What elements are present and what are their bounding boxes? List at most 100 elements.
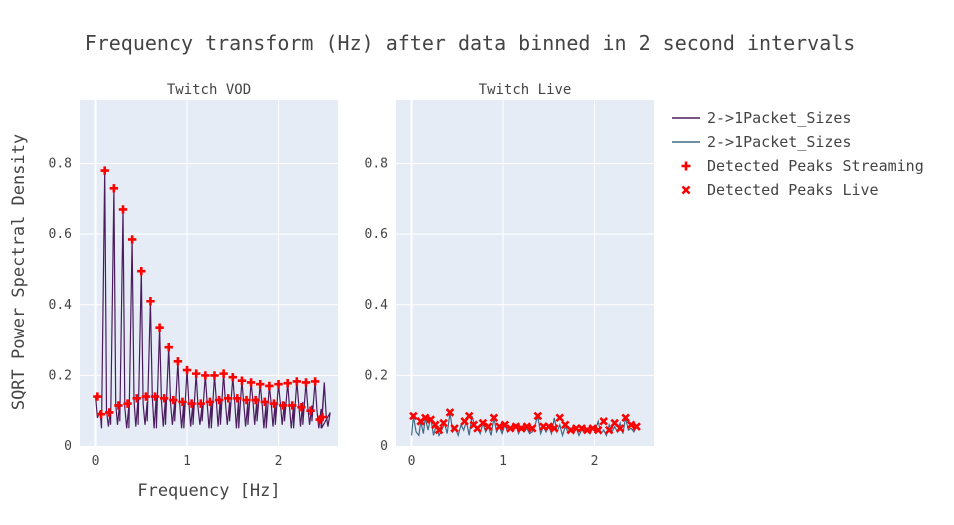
peak-marker xyxy=(599,417,608,426)
x-tick-label: 1 xyxy=(183,454,191,469)
peak-marker xyxy=(251,395,260,405)
y-tick-label: 0.6 xyxy=(49,227,72,242)
legend-item[interactable]: 2->1Packet_Sizes xyxy=(672,109,852,127)
legend-item[interactable]: Detected Peaks Streaming xyxy=(681,157,924,175)
peak-marker xyxy=(301,378,311,387)
peak-marker xyxy=(310,377,320,386)
plot-background xyxy=(396,100,654,446)
y-tick-label: 0.8 xyxy=(49,157,72,172)
peak-marker xyxy=(306,406,315,415)
subplot-title: Twitch Live xyxy=(479,82,572,98)
y-tick-label: 0.4 xyxy=(365,298,389,313)
peak-marker xyxy=(517,424,526,433)
peak-marker xyxy=(549,424,559,433)
x-tick-label: 0 xyxy=(92,454,100,469)
subplot-2: Twitch Live 0 0.2 0.4 0.6 0.8 0 1 2 xyxy=(365,82,654,469)
plot-background xyxy=(80,100,338,446)
peak-marker xyxy=(265,381,274,391)
peak-marker xyxy=(224,394,233,403)
peak-marker xyxy=(278,401,288,410)
peak-marker xyxy=(242,395,251,405)
peak-marker xyxy=(164,342,173,352)
peak-marker xyxy=(123,399,132,408)
legend-label: Detected Peaks Streaming xyxy=(707,157,924,175)
peak-marker xyxy=(114,401,123,410)
peak-marker xyxy=(210,371,219,380)
peak-marker xyxy=(237,376,247,385)
peak-marker xyxy=(182,365,192,375)
peak-marker xyxy=(621,413,630,423)
peak-marker xyxy=(132,394,141,403)
peak-marker xyxy=(615,424,625,433)
peak-marker xyxy=(288,401,297,410)
peak-marker xyxy=(478,418,488,428)
peak-marker xyxy=(228,372,237,382)
peak-marker xyxy=(632,422,641,431)
y-tick-label: 0 xyxy=(64,439,72,454)
peak-marker xyxy=(577,424,587,433)
peak-marker xyxy=(318,412,327,422)
peak-marker xyxy=(506,424,515,433)
peak-marker xyxy=(127,235,137,244)
peak-marker xyxy=(450,424,459,433)
y-tick-label: 0 xyxy=(380,439,388,454)
peak-marker xyxy=(588,424,597,433)
peak-marker xyxy=(593,425,603,435)
chart-title: Frequency transform (Hz) after data binn… xyxy=(85,31,856,55)
peak-marker xyxy=(159,394,169,403)
peak-marker xyxy=(141,392,151,401)
legend-item[interactable]: Detected Peaks Live xyxy=(681,181,879,199)
peak-marker xyxy=(511,422,521,431)
peak-marker xyxy=(484,422,493,431)
subplot-1: Twitch VOD 0 0.2 0.4 0.6 0.8 0 1 2 xyxy=(49,82,338,469)
peak-marker xyxy=(150,392,160,401)
y-tick-label: 0.8 xyxy=(365,157,388,172)
peak-marker xyxy=(256,380,265,389)
peak-marker xyxy=(292,377,302,386)
x-tick-label: 0 xyxy=(408,454,416,469)
peak-marker xyxy=(582,425,592,435)
peak-marker xyxy=(439,418,448,428)
peak-marker xyxy=(201,371,210,380)
subplot-title: Twitch VOD xyxy=(167,82,251,98)
legend-label: 2->1Packet_Sizes xyxy=(707,109,852,127)
legend[interactable]: 2->1Packet_Sizes 2->1Packet_Sizes Detected… xyxy=(672,109,924,199)
y-tick-label: 0.2 xyxy=(49,368,72,383)
peak-marker xyxy=(96,410,106,419)
peak-marker xyxy=(187,399,196,408)
panels-layer: Twitch VOD 0 0.2 0.4 0.6 0.8 0 1 2 Twitch Live 0 0.… xyxy=(49,82,654,469)
y-axis-title: SQRT Power Spectral Density xyxy=(9,134,29,410)
peak-marker xyxy=(137,267,146,276)
peak-marker xyxy=(260,397,270,407)
peak-marker xyxy=(146,297,155,306)
y-tick-label: 0.4 xyxy=(49,298,73,313)
legend-item[interactable]: 2->1Packet_Sizes xyxy=(672,133,852,151)
peak-marker xyxy=(173,357,183,366)
peak-marker xyxy=(191,369,201,378)
peak-marker xyxy=(445,408,455,417)
peak-marker xyxy=(420,413,430,423)
peak-marker xyxy=(274,380,283,389)
peak-marker xyxy=(93,392,102,401)
peak-marker xyxy=(109,184,119,193)
peak-marker xyxy=(105,408,114,417)
peak-marker xyxy=(626,420,636,430)
peak-marker xyxy=(233,394,242,403)
x-axis-title: Frequency [Hz] xyxy=(137,481,280,501)
peak-marker xyxy=(100,166,109,175)
peak-marker xyxy=(544,422,554,431)
peak-marker xyxy=(219,369,228,378)
peak-marker xyxy=(533,411,543,421)
legend-label: 2->1Packet_Sizes xyxy=(707,133,852,151)
peak-marker xyxy=(269,399,279,408)
peak-marker xyxy=(464,411,474,421)
peak-marker xyxy=(489,413,499,423)
peak-marker xyxy=(169,395,178,405)
y-tick-label: 0.2 xyxy=(365,368,388,383)
series-line xyxy=(95,170,331,429)
peak-marker xyxy=(604,425,614,435)
peak-marker xyxy=(500,420,510,430)
peak-marker xyxy=(495,422,504,431)
